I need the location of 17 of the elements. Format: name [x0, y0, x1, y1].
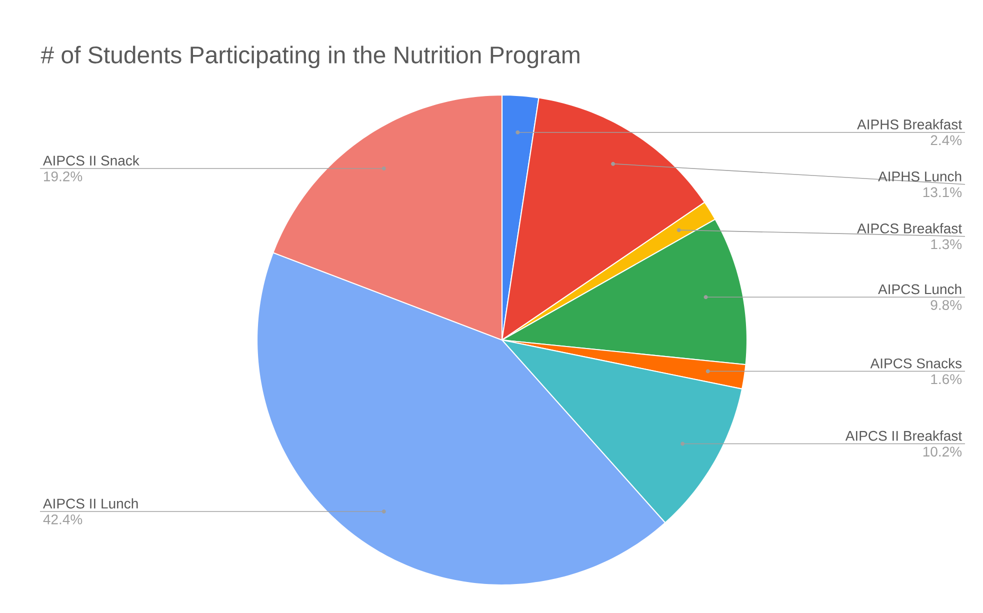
- data-label: 9.8%: [930, 300, 962, 310]
- data-label: 10.2%: [923, 446, 962, 457]
- slice-label: AIPCS II Lunch: [42, 498, 138, 509]
- data-label: 42.4%: [43, 514, 82, 524]
- data-label: 1.6%: [931, 374, 962, 384]
- slice-label: AIPHS Breakfast: [857, 119, 962, 130]
- slice-label: AIPHS Lunch: [878, 171, 962, 182]
- slice-label: AIPCS Breakfast: [857, 223, 962, 234]
- slice-label: AIPCS Lunch: [878, 284, 962, 294]
- slice-label: AIPCS II Breakfast: [845, 430, 962, 441]
- chart-title: # of Students Participating in the Nutrition Program: [40, 46, 580, 68]
- slice-label: AIPCS II Snack: [42, 155, 140, 166]
- data-label: 2.4%: [930, 135, 962, 146]
- data-label: 1.3%: [931, 239, 962, 250]
- data-label: 13.1%: [923, 187, 962, 198]
- slice-label: AIPCS Snacks: [870, 358, 962, 368]
- data-label: 19.2%: [44, 171, 82, 182]
